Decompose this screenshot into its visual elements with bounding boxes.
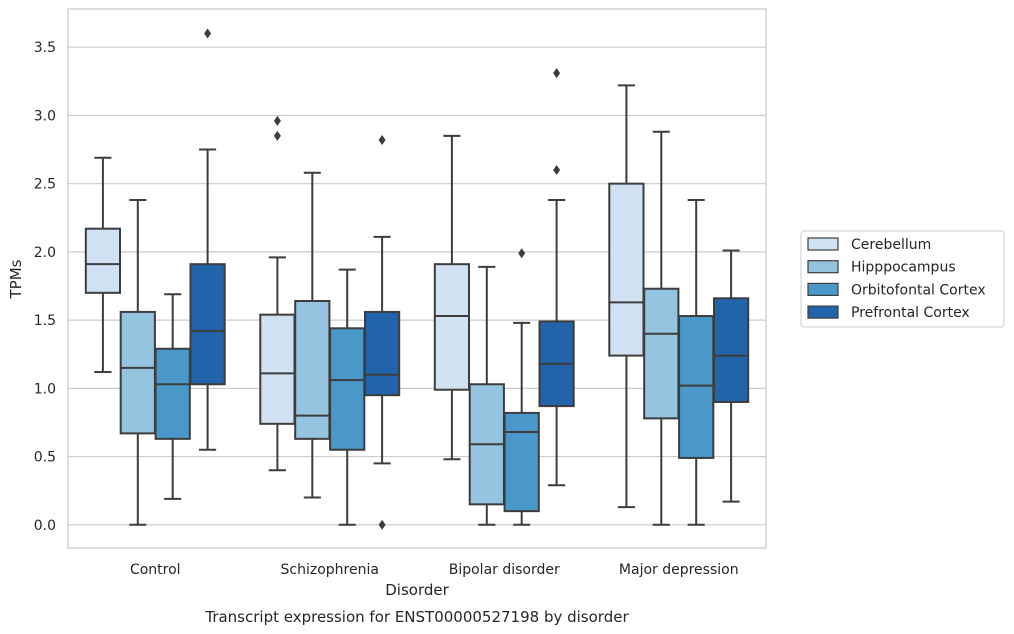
outlier-point: [273, 130, 281, 141]
box-body: [294, 300, 331, 440]
outlier-point: [378, 519, 386, 530]
outlier-point: [553, 165, 561, 176]
box-body: [259, 313, 296, 425]
box-body: [84, 227, 122, 294]
y-tick-labels: 0.0 0.5 1.0 1.5 2.0 2.5 3.0 3.5: [34, 40, 56, 534]
legend: Cerebellum Hipppocampus Orbitofontal Corte…: [800, 230, 1005, 328]
x-tick-label: Bipolar disorder: [449, 562, 560, 578]
legend-label: Hipppocampus: [851, 260, 956, 276]
legend-swatch: [807, 237, 839, 251]
outlier-point: [378, 134, 386, 145]
legend-label: Cerebellum: [851, 237, 931, 253]
box-body: [643, 287, 680, 420]
y-tick-label: 1.0: [34, 381, 56, 397]
outlier-point: [204, 28, 212, 39]
box-0-1: [119, 199, 156, 526]
y-tick-label: 0.5: [34, 450, 56, 466]
box-2-0: [433, 134, 471, 461]
box-body: [119, 310, 156, 435]
box-0-2: [154, 293, 191, 500]
box-body: [712, 297, 750, 403]
y-tick-label: 2.0: [34, 245, 56, 261]
y-tick-label: 3.0: [34, 108, 56, 124]
legend-label: Prefrontal Cortex: [851, 305, 970, 321]
chart-caption: Transcript expression for ENST0000052719…: [204, 608, 629, 626]
x-tick-labels: Control Schizophrenia Bipolar disorder Majo…: [130, 562, 739, 578]
box-2-1: [468, 265, 505, 526]
box-body: [189, 263, 226, 386]
box-plot-marks: [84, 28, 750, 530]
x-tick-label: Schizophrenia: [281, 562, 379, 578]
y-tick-label: 3.5: [34, 40, 56, 56]
outlier-point: [518, 248, 526, 259]
box-0-3: [189, 28, 226, 451]
y-tick-label: 0.0: [34, 518, 56, 534]
legend-items: Cerebellum Hipppocampus Orbitofontal Corte…: [807, 237, 986, 321]
y-tick-label: 1.5: [34, 313, 56, 329]
outlier-point: [273, 115, 281, 126]
x-tick-label: Major depression: [619, 562, 739, 578]
box-1-3: [363, 134, 401, 530]
box-3-3: [712, 249, 750, 503]
box-body: [608, 182, 645, 357]
legend-swatch: [807, 305, 839, 319]
box-body: [329, 327, 366, 451]
box-body: [154, 347, 191, 440]
box-3-1: [643, 130, 680, 526]
box-body: [503, 411, 540, 513]
plot-area-frame: [67, 8, 767, 549]
box-body: [363, 310, 401, 397]
box-2-3: [538, 68, 575, 487]
y-tick-label: 2.5: [34, 177, 56, 193]
outlier-point: [553, 68, 561, 79]
legend-frame: [800, 230, 1005, 328]
box-1-0: [259, 115, 296, 472]
box-3-2: [678, 199, 715, 526]
legend-swatch: [807, 282, 839, 296]
box-body: [678, 315, 715, 459]
x-tick-label: Control: [130, 562, 181, 578]
box-2-2: [503, 248, 540, 526]
box-1-1: [294, 171, 331, 499]
box-1-2: [329, 268, 366, 526]
y-axis-label: TPMs: [7, 259, 25, 299]
legend-swatch: [807, 260, 839, 274]
box-0-0: [84, 156, 122, 373]
box-body: [433, 263, 471, 391]
box-3-0: [608, 84, 645, 509]
x-axis-label: Disorder: [385, 581, 449, 599]
legend-label: Orbitofontal Cortex: [851, 282, 986, 298]
